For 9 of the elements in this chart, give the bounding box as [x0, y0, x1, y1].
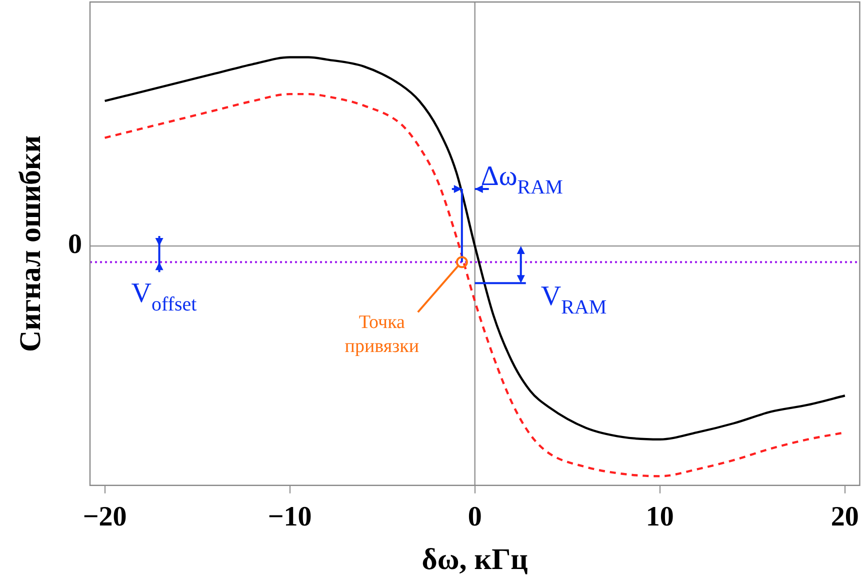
x-tick-label: 10 [646, 501, 674, 532]
ref-line-label: 0 [68, 229, 82, 260]
annotation: Точка привязки [344, 312, 420, 358]
x-axis-title: δω, кГц [422, 542, 528, 576]
x-tick-label: −20 [82, 501, 127, 532]
y-axis-title: Сигнал ошибки [14, 135, 47, 352]
x-tick-label: 0 [468, 501, 482, 532]
x-tick-label: −10 [268, 501, 312, 532]
x-tick-label: 20 [830, 501, 859, 532]
